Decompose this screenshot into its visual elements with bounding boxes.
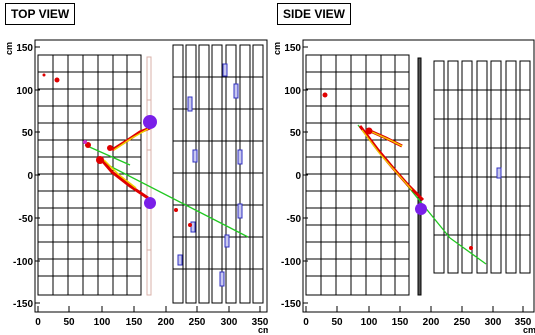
x-tick-labels: 0 50 100 150 200 250 300 350 [303, 317, 532, 328]
svg-text:200: 200 [423, 317, 440, 328]
plot-frame [302, 39, 535, 313]
y-unit-label: cm [4, 42, 14, 55]
x-unit-label: cm [523, 325, 535, 335]
svg-text:250: 250 [454, 317, 471, 328]
svg-text:250: 250 [189, 317, 206, 328]
inner-detector-grid [37, 54, 142, 296]
plot-frame [34, 39, 268, 313]
svg-text:0: 0 [295, 171, 301, 182]
svg-text:-100: -100 [281, 257, 301, 268]
magnet-column [417, 57, 422, 296]
svg-text:150: 150 [126, 317, 143, 328]
svg-text:300: 300 [221, 317, 238, 328]
hit-clusters [42, 73, 192, 227]
side-view-plot: cm cm 150 100 50 0 -50 -100 -150 0 50 10… [272, 39, 535, 335]
svg-text:350: 350 [515, 317, 532, 328]
svg-text:50: 50 [63, 317, 75, 328]
svg-text:0: 0 [303, 317, 309, 328]
top-view-title: TOP VIEW [5, 3, 76, 25]
svg-text:0: 0 [27, 171, 33, 182]
svg-text:150: 150 [16, 43, 33, 54]
svg-text:350: 350 [252, 317, 268, 328]
svg-text:-50: -50 [287, 214, 302, 225]
side-view-title: SIDE VIEW [277, 3, 352, 25]
track-lines [84, 144, 249, 238]
outer-detector-grid [433, 60, 531, 274]
svg-text:100: 100 [284, 86, 301, 97]
hit-clusters [322, 92, 473, 250]
outer-detector-grid [172, 44, 264, 304]
magnet-column [146, 56, 152, 296]
y-tick-labels: 150 100 50 0 -50 -100 -150 [281, 43, 301, 310]
track-lines [357, 124, 487, 265]
y-unit-label: cm [272, 42, 282, 55]
svg-text:150: 150 [284, 43, 301, 54]
vertex-markers [415, 203, 427, 215]
svg-text:50: 50 [290, 128, 302, 139]
muon-chamber-hits [496, 167, 502, 179]
svg-text:200: 200 [158, 317, 175, 328]
svg-text:-150: -150 [281, 299, 301, 310]
svg-text:50: 50 [331, 317, 343, 328]
y-tick-labels: 150 100 50 0 -50 -100 -150 [13, 43, 33, 310]
x-unit-label: cm [258, 325, 268, 335]
svg-text:150: 150 [392, 317, 409, 328]
svg-text:-50: -50 [19, 214, 34, 225]
svg-text:100: 100 [361, 317, 378, 328]
muon-chamber-hits [177, 63, 243, 287]
svg-text:-100: -100 [13, 257, 33, 268]
svg-text:0: 0 [35, 317, 41, 328]
inner-detector-grid [305, 54, 410, 296]
svg-text:300: 300 [485, 317, 502, 328]
svg-text:100: 100 [94, 317, 111, 328]
svg-text:100: 100 [16, 86, 33, 97]
x-tick-labels: 0 50 100 150 200 250 300 350 [35, 317, 268, 328]
top-view-plot: cm cm 150 100 50 0 -50 -100 -150 0 50 10… [4, 39, 268, 335]
svg-text:-150: -150 [13, 299, 33, 310]
vertex-markers [143, 115, 157, 209]
svg-text:50: 50 [22, 128, 34, 139]
